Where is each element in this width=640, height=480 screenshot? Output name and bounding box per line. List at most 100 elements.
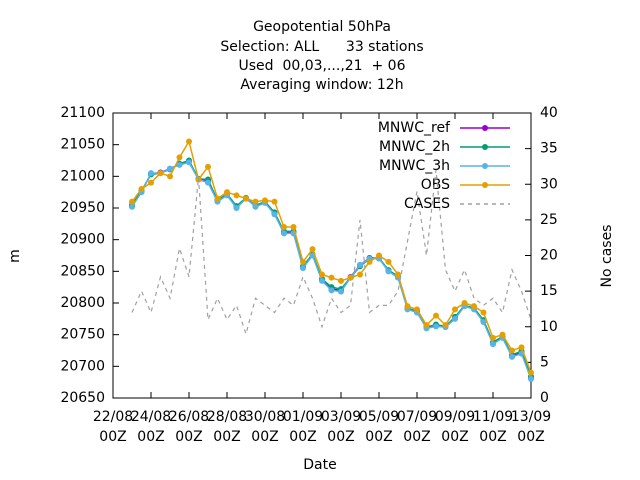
y-tick-label: 20900 xyxy=(60,232,105,248)
series-point xyxy=(518,344,525,351)
series-point xyxy=(338,288,344,295)
series-point xyxy=(319,271,325,278)
y2-tick-label: 20 xyxy=(540,248,558,264)
series-point xyxy=(271,211,278,218)
y2-axis-label: No cases xyxy=(599,225,615,288)
chart-title: Geopotential 50hPa xyxy=(253,19,391,35)
series-point xyxy=(319,277,325,284)
series-point xyxy=(528,369,534,376)
y-tick-label: 21000 xyxy=(60,168,105,184)
y-tick-label: 21050 xyxy=(60,137,105,153)
legend-label: OBS xyxy=(421,177,450,193)
series-point xyxy=(433,312,439,319)
series-point xyxy=(423,322,430,329)
x-tick-label: 28/08 xyxy=(207,409,247,425)
series-point xyxy=(224,189,230,196)
series-point xyxy=(480,309,487,316)
series-point xyxy=(233,205,240,211)
x-tick-label: 00Z xyxy=(327,429,354,445)
legend-swatch-point xyxy=(482,144,488,150)
x-tick-label: 00Z xyxy=(479,429,506,445)
series-point xyxy=(366,258,373,265)
series-point xyxy=(452,315,458,322)
series-point xyxy=(499,331,506,338)
series-point xyxy=(129,198,135,205)
series-point xyxy=(176,154,183,161)
x-tick-label: 22/08 xyxy=(93,409,133,425)
x-tick-label: 00Z xyxy=(175,429,202,445)
series-point xyxy=(252,203,259,210)
series-point xyxy=(300,265,306,272)
series-point xyxy=(452,306,458,313)
series-point xyxy=(442,322,449,329)
series-point xyxy=(357,271,363,278)
series-point xyxy=(300,258,306,265)
y2-tick-label: 25 xyxy=(540,212,558,228)
series-point xyxy=(205,179,211,186)
legend-label: CASES xyxy=(404,196,450,212)
series-point xyxy=(404,303,411,310)
x-tick-label: 30/08 xyxy=(245,409,285,425)
series-point xyxy=(528,376,534,382)
series-point xyxy=(414,306,420,313)
series-point xyxy=(186,159,192,166)
x-tick-label: 26/08 xyxy=(169,409,209,425)
series-point xyxy=(157,170,164,177)
series-point xyxy=(490,341,496,348)
chart-title: Selection: ALL 33 stations xyxy=(220,39,423,55)
series-point xyxy=(138,186,145,192)
y-tick-label: 21100 xyxy=(60,105,105,121)
series-point xyxy=(509,347,515,354)
x-tick-label: 00Z xyxy=(289,429,316,445)
series-point xyxy=(385,258,392,265)
x-tick-label: 03/09 xyxy=(321,409,361,425)
x-axis-label: Date xyxy=(303,457,336,473)
legend-label: MNWC_ref xyxy=(378,120,451,136)
series-point xyxy=(376,252,382,259)
y-tick-label: 20950 xyxy=(60,200,105,216)
series-point xyxy=(357,262,363,268)
legend-swatch-point xyxy=(482,182,488,188)
series-point xyxy=(176,161,183,168)
series-point xyxy=(347,274,354,281)
series-point xyxy=(281,230,287,237)
y2-tick-label: 0 xyxy=(540,390,549,406)
series-point xyxy=(271,198,278,205)
legend-swatch-point xyxy=(482,163,488,169)
y2-tick-label: 5 xyxy=(540,354,549,370)
y-axis-label: m xyxy=(7,249,23,263)
series-point xyxy=(328,287,335,294)
x-tick-label: 00Z xyxy=(99,429,126,445)
series-point xyxy=(262,197,268,204)
x-tick-label: 07/09 xyxy=(397,409,437,425)
series-point xyxy=(148,179,154,186)
series-point xyxy=(167,165,173,172)
series-point xyxy=(480,319,487,325)
x-tick-label: 00Z xyxy=(365,429,392,445)
y-tick-label: 20850 xyxy=(60,263,105,279)
x-tick-label: 00Z xyxy=(251,429,278,445)
x-tick-label: 00Z xyxy=(213,429,240,445)
series-point xyxy=(252,198,259,205)
series-point xyxy=(461,300,468,306)
x-tick-label: 09/09 xyxy=(435,409,475,425)
series-point xyxy=(328,274,335,281)
chart-title: Used 00,03,...,21 + 06 xyxy=(239,58,406,74)
y2-tick-label: 15 xyxy=(540,283,558,299)
series-point xyxy=(148,170,154,177)
series-point xyxy=(471,303,477,310)
y-tick-label: 20750 xyxy=(60,327,105,343)
series-line xyxy=(131,169,532,336)
series-point xyxy=(281,224,287,230)
x-tick-label: 00Z xyxy=(441,429,468,445)
y2-tick-label: 10 xyxy=(540,319,558,335)
legend-label: MNWC_3h xyxy=(379,158,450,174)
y-tick-label: 20800 xyxy=(60,295,105,311)
series-point xyxy=(395,271,401,278)
series-point xyxy=(490,334,496,341)
x-tick-label: 05/09 xyxy=(359,409,399,425)
legend-label: MNWC_2h xyxy=(379,139,450,155)
series-point xyxy=(243,195,249,202)
y2-tick-label: 40 xyxy=(540,105,558,121)
x-tick-label: 24/08 xyxy=(131,409,171,425)
